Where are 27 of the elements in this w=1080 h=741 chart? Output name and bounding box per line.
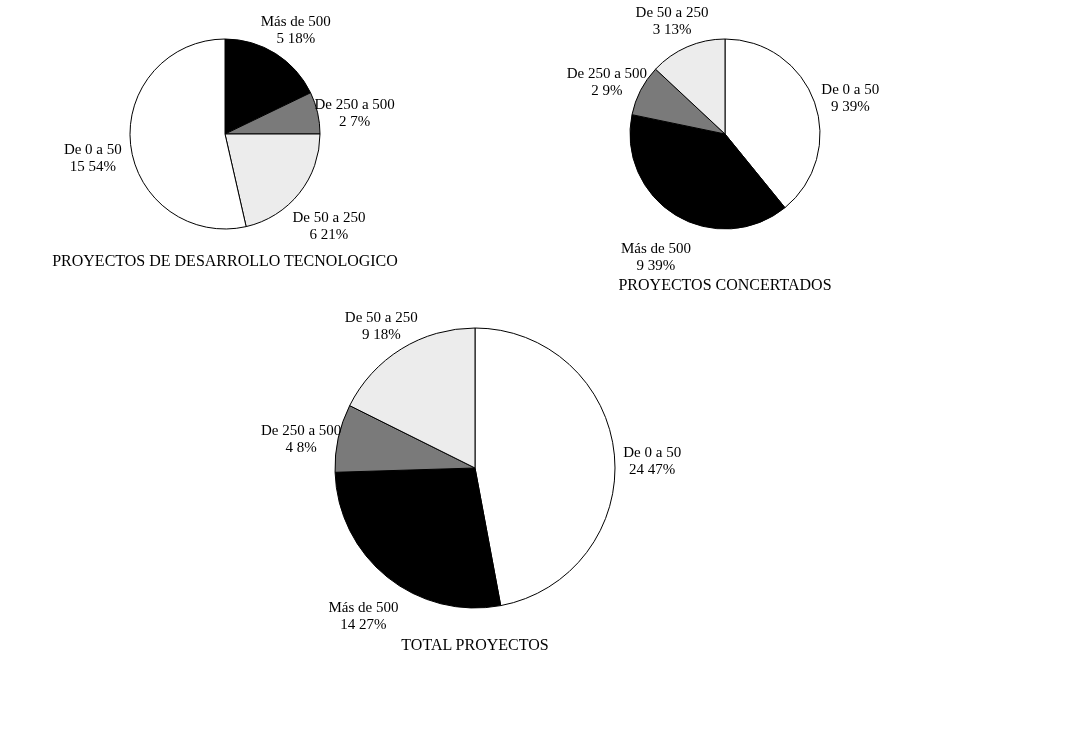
- slice-label: De 0 a 50: [623, 443, 682, 460]
- text: PROYECTOS DE DESARROLLO TECNOLOGICO: [52, 252, 398, 269]
- data-label: 2 7%: [339, 113, 371, 130]
- slice-label: Más de 500: [260, 13, 331, 30]
- data-label: 24 47%: [629, 460, 676, 477]
- slice-label: De 50 a 250: [635, 4, 709, 21]
- slice-label: De 250 a 500: [566, 64, 648, 81]
- slice-label: De 0 a 50: [821, 81, 880, 98]
- data-label: 2 9%: [591, 81, 623, 98]
- text: TOTAL PROYECTOS: [401, 636, 549, 653]
- slice-label: Más de 500: [328, 598, 399, 615]
- slice-label: De 250 a 500: [314, 96, 395, 113]
- data-label: 9 39%: [830, 98, 870, 115]
- slice-label: De 50 a 250: [292, 208, 366, 225]
- data-label: 14 27%: [340, 615, 387, 632]
- data-label: 6 21%: [309, 225, 349, 242]
- data-label: 15 54%: [69, 157, 116, 174]
- data-label: 9 18%: [361, 325, 401, 342]
- text: PROYECTOS CONCERTADOS: [618, 275, 832, 293]
- data-label: 9 39%: [636, 256, 676, 273]
- slice-label: Más de 500: [620, 239, 691, 256]
- slice-label: De 250 a 500: [260, 421, 342, 438]
- data-label: 4 8%: [285, 438, 317, 455]
- slice-label: De 50 a 250: [344, 308, 418, 325]
- slice-label: De 0 a 50: [63, 140, 122, 157]
- data-label: 5 18%: [276, 30, 316, 47]
- data-label: 3 13%: [652, 21, 692, 38]
